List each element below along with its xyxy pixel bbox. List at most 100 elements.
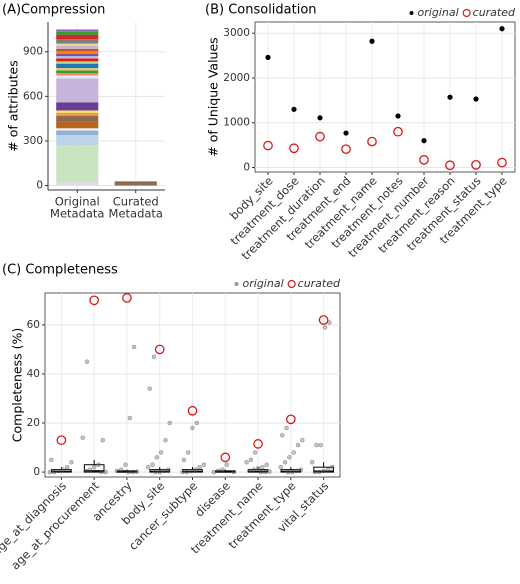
point-curated — [253, 439, 263, 449]
y-tick-label: 40 — [27, 368, 40, 380]
bar-segment — [56, 112, 99, 116]
x-tick-label: Original — [55, 195, 100, 209]
point-original — [100, 437, 106, 443]
point-original — [343, 130, 349, 136]
point-original — [147, 386, 152, 391]
bar-segment — [56, 130, 99, 135]
point-curated — [315, 131, 325, 142]
y-tick-label: 0 — [33, 466, 40, 478]
point-original — [473, 96, 479, 102]
panel-title: (A)Compression — [2, 3, 105, 18]
bar-segment — [56, 43, 99, 46]
point-original — [84, 359, 90, 364]
y-tick-label: 2000 — [223, 72, 250, 84]
point-original — [279, 433, 285, 438]
point-original — [265, 54, 271, 60]
point-original — [180, 469, 185, 475]
point-original — [309, 460, 315, 465]
point-original — [262, 469, 268, 475]
bar-segment — [56, 29, 99, 32]
bar-segment — [56, 56, 99, 59]
point-original — [96, 462, 101, 467]
bar-segment — [56, 102, 99, 111]
point-original — [325, 467, 331, 472]
point-original — [146, 464, 151, 470]
point-original — [369, 38, 375, 44]
point-original — [291, 450, 296, 455]
point-original — [247, 468, 252, 474]
point-original — [290, 469, 295, 475]
point-original — [60, 467, 66, 472]
bar-segment — [56, 68, 99, 71]
point-original — [322, 325, 328, 330]
y-tick-label: 1000 — [223, 117, 250, 129]
legend-label: curated — [298, 277, 341, 290]
point-curated — [289, 143, 299, 154]
bar-segment — [56, 45, 99, 49]
bar-segment — [56, 50, 99, 54]
point-original — [49, 457, 54, 463]
point-curated — [419, 155, 429, 165]
point-curated — [220, 452, 231, 463]
point-original — [123, 462, 128, 467]
point-original — [130, 469, 135, 475]
bar-segment — [56, 73, 99, 76]
point-curated — [187, 405, 198, 416]
point-original — [114, 468, 120, 474]
point-original — [267, 469, 272, 474]
point-original — [287, 455, 292, 460]
point-original — [83, 468, 88, 474]
point-original — [499, 26, 505, 32]
point-curated — [497, 157, 507, 168]
point-original — [194, 420, 200, 426]
point-original — [161, 468, 167, 474]
point-original — [421, 138, 427, 144]
point-original — [300, 437, 305, 443]
y-axis-label: # of attributes — [6, 60, 21, 152]
point-curated — [393, 126, 403, 137]
bar-segment — [56, 110, 99, 113]
point-original — [158, 450, 164, 455]
point-original — [56, 468, 61, 474]
point-curated — [341, 144, 351, 155]
point-original — [134, 469, 140, 474]
point-original — [167, 420, 173, 426]
point-original — [166, 467, 171, 472]
point-curated — [122, 293, 132, 303]
x-tick-label: Metadata — [50, 207, 104, 221]
point-original — [278, 464, 284, 470]
x-tick-label: Metadata — [109, 207, 163, 221]
point-original — [248, 457, 254, 463]
point-original — [395, 113, 401, 119]
bar-segment — [56, 39, 99, 44]
point-original — [126, 469, 131, 475]
bar-segment — [56, 128, 99, 131]
y-axis-label: Completeness (%) — [10, 328, 25, 442]
y-tick-label: 60 — [27, 319, 40, 331]
panel-title: (B) Consolidation — [205, 3, 317, 18]
point-original — [317, 115, 323, 121]
point-original — [127, 415, 133, 421]
point-original — [153, 469, 158, 475]
point-original — [215, 468, 221, 474]
point-original — [51, 469, 57, 475]
y-tick-label: 300 — [23, 135, 43, 147]
bar-segment — [56, 70, 99, 74]
point-original — [251, 467, 257, 472]
point-curated — [285, 414, 296, 425]
point-curated — [89, 295, 100, 306]
point-original — [282, 460, 288, 465]
point-original — [260, 464, 265, 470]
point-original — [157, 469, 162, 475]
y-tick-label: 0 — [36, 180, 43, 192]
legend-label: curated — [473, 6, 516, 19]
point-original — [318, 442, 323, 448]
point-original — [291, 106, 297, 112]
point-original — [99, 469, 104, 475]
point-original — [224, 462, 229, 467]
bar-segment — [56, 58, 99, 62]
point-original — [181, 457, 187, 463]
legend-marker — [287, 279, 296, 289]
point-original — [211, 469, 217, 475]
point-original — [258, 469, 264, 475]
